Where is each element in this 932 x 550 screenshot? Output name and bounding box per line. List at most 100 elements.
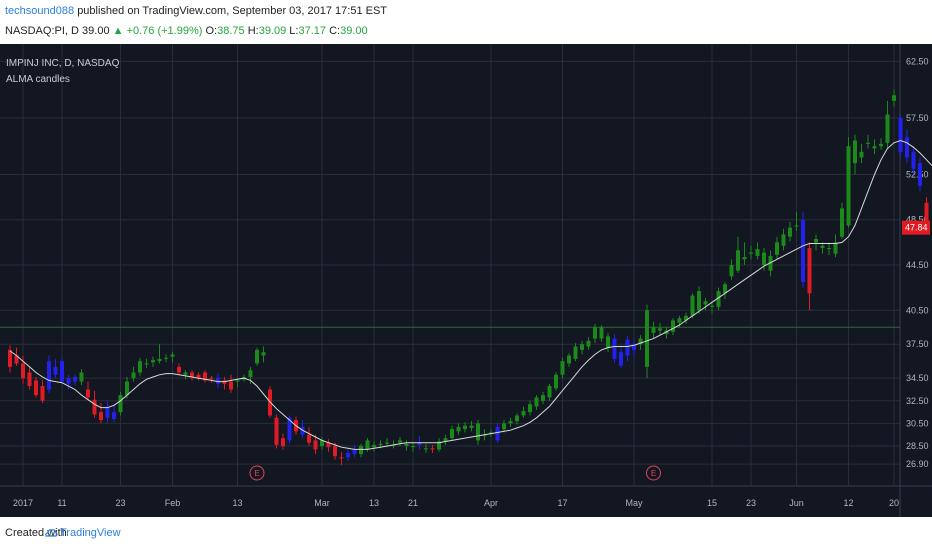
open-value: 38.75 (217, 25, 245, 37)
current-price-label: 47.84 (905, 223, 928, 233)
candle-body (853, 140, 857, 164)
tradingview-brand[interactable]: TradingView (60, 527, 121, 539)
candle-body (593, 327, 597, 339)
open-label: O: (205, 25, 218, 37)
candle-body (430, 448, 435, 450)
candle-body (47, 361, 51, 390)
candle-body (534, 397, 539, 407)
candle-body (755, 249, 760, 256)
candle-body (788, 227, 792, 237)
change-arrow-icon: ▲ (112, 25, 124, 37)
candle-body (352, 449, 357, 454)
candle-body (333, 446, 337, 457)
earnings-marker (646, 465, 661, 481)
candle-body (547, 386, 552, 398)
candle-body (846, 146, 851, 226)
candle-body (255, 349, 259, 364)
candle-body (625, 339, 630, 356)
candle-body (814, 238, 818, 243)
candle-body (684, 315, 688, 321)
candle-body (573, 346, 578, 359)
candle-body (8, 349, 12, 367)
candle-body (697, 291, 701, 311)
candle-body (651, 327, 656, 333)
x-tick-label: 20 (889, 498, 899, 508)
candle-body (385, 442, 389, 444)
candle-body (196, 374, 201, 379)
candle-body (203, 372, 207, 381)
x-tick-label: Apr (484, 498, 498, 508)
close-label: C: (329, 25, 341, 37)
candle-body (521, 410, 526, 416)
high-label: H: (247, 25, 259, 37)
candle-body (125, 381, 129, 396)
candle-body (105, 406, 110, 418)
candle-body (274, 417, 279, 445)
candle-body (131, 372, 136, 379)
candle-body (619, 352, 623, 366)
candle-body (190, 372, 194, 378)
y-tick-label: 37.50 (906, 339, 929, 349)
candle-body (736, 250, 740, 271)
candle-body (833, 242, 838, 254)
publish-header: techsound088 published on TradingView.co… (0, 0, 932, 44)
candle-body (567, 355, 571, 364)
candle-body (710, 305, 714, 307)
candle-body (164, 357, 168, 359)
candle-body (53, 366, 58, 375)
candle-body (801, 219, 805, 282)
candle-body (866, 142, 870, 144)
low-value: 37.17 (298, 25, 327, 37)
candle-body (632, 344, 636, 350)
candle-body (749, 252, 753, 254)
candle-body (911, 151, 916, 169)
x-tick-label: 23 (115, 498, 125, 508)
price-chart[interactable]: 62.50 57.50 52.50 48.50 44.50 40.50 37.50 34.50… (0, 44, 932, 517)
candle-body (502, 423, 506, 430)
candle-body (892, 95, 896, 101)
candle-body (307, 434, 311, 443)
y-tick-label: 62.50 (906, 56, 929, 66)
x-tick-label: 23 (746, 498, 756, 508)
candle-body (378, 443, 383, 445)
candle-body (261, 352, 266, 356)
candle-body (144, 363, 149, 365)
y-tick-label: 32.50 (906, 396, 929, 406)
candle-body (404, 443, 409, 447)
candle-body (768, 255, 773, 271)
chart-pane[interactable]: 62.50 57.50 52.50 48.50 44.50 40.50 37.50 34.50… (0, 44, 932, 517)
last-price: 39.00 (82, 25, 110, 37)
x-tick-label: Feb (165, 498, 181, 508)
candle-body (411, 446, 415, 448)
candle-body (73, 377, 77, 382)
candle-body (14, 355, 19, 364)
candle-body (300, 426, 305, 435)
candle-body (424, 448, 428, 450)
published-text: published on TradingView.com, September … (77, 5, 388, 17)
candle-body (60, 361, 64, 382)
candle-body (359, 446, 363, 454)
candle-body (417, 442, 422, 445)
candle-body (898, 117, 903, 152)
candle-body (885, 114, 890, 143)
author-link[interactable]: techsound088 (5, 5, 75, 17)
candle-body (638, 338, 643, 345)
pane-title: IMPINJ INC, D, NASDAQ (6, 58, 120, 69)
candle-body (541, 395, 545, 401)
candle-body (703, 301, 708, 305)
candle-body (229, 381, 233, 390)
candle-body (820, 245, 825, 249)
x-tick-label: 11 (57, 498, 66, 508)
candle-body (729, 265, 734, 277)
candle-body (86, 389, 90, 398)
candle-body (677, 318, 682, 323)
candle-body (112, 412, 116, 419)
candle-body (281, 438, 285, 447)
change-value: +0.76 (+1.99%) (126, 25, 203, 37)
candle-body (515, 415, 519, 422)
symbol-legend: NASDAQ:PI, D 39.00 ▲ +0.76 (+1.99%) O:38… (5, 25, 368, 37)
candle-body (528, 404, 532, 413)
y-tick-label: 26.90 (906, 459, 929, 469)
x-tick-label: Mar (314, 498, 330, 508)
candle-body (222, 380, 227, 384)
